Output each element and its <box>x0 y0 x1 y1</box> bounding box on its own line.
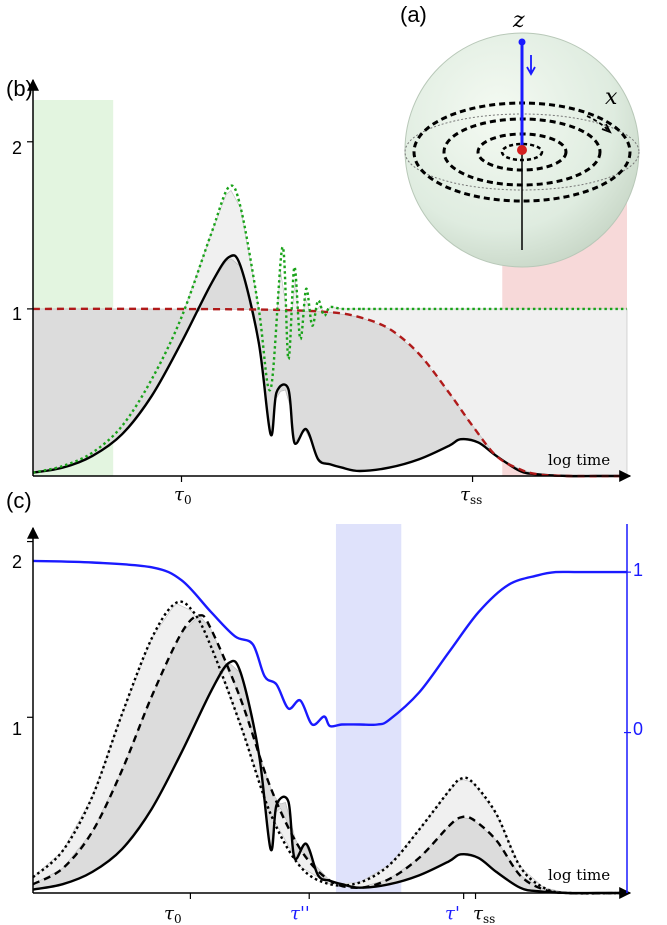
panel-c-shaded-regions <box>335 524 402 893</box>
panel-b-label: (b) <box>6 76 33 101</box>
panel-c: (c) 2 1 1 0 log time τ0 τ'' τ' τss <box>6 488 643 925</box>
bloch-vector-tip <box>518 38 526 46</box>
rotation-arrow-icon <box>586 115 609 131</box>
panel-c-right-ytick-1: 1 <box>633 560 643 580</box>
panel-b-series-solid-left-0 <box>32 254 627 478</box>
panel-c-ytick-1: 1 <box>12 719 22 739</box>
panel-b-ytick-2: 2 <box>12 138 22 158</box>
panel-b-ytick-1: 1 <box>12 304 22 324</box>
panel-c-xtick-tau0: τ0 <box>164 903 182 925</box>
panel-c-series-solid-left-0 <box>32 659 627 895</box>
panel-c-right-ytick-0: 0 <box>633 719 643 739</box>
panel-c-xtick-taup: τ' <box>445 903 460 924</box>
panel-c-label: (c) <box>6 488 32 513</box>
panel-a-label: (a) <box>400 2 427 27</box>
panel-c-xtick-tauss: τss <box>473 903 495 925</box>
panel-b-xtick-tau0: τ0 <box>174 484 192 507</box>
panel-b-ticks <box>27 141 474 482</box>
panel-c-series-dashed-left-1 <box>32 614 628 895</box>
panel-a-bloch-sphere: z x (a) <box>400 2 640 268</box>
down-arrow-icon <box>526 55 536 76</box>
rotation-arrowhead-icon <box>601 123 612 134</box>
panel-c-ticks <box>27 540 631 899</box>
panel-c-series <box>32 559 628 895</box>
panel-b-xlabel: log time <box>548 451 610 469</box>
panel-b-series <box>32 184 628 478</box>
panel-c-xlabel: log time <box>548 866 610 884</box>
x-axis-label: x <box>605 85 618 110</box>
panel-c-series-solid-right-3 <box>32 559 627 728</box>
panel-c-xtick-taupp: τ'' <box>290 903 310 924</box>
panel-c-shaded-region-0 <box>335 524 402 893</box>
steady-state-point <box>517 145 527 155</box>
panel-c-ytick-2: 2 <box>12 552 22 572</box>
z-axis-label: z <box>512 8 525 33</box>
panel-b-xtick-tauss: τss <box>460 484 482 507</box>
panel-c-series-dotted-left-2 <box>32 600 628 895</box>
panel-b-series-dashed-left-1 <box>32 307 628 478</box>
